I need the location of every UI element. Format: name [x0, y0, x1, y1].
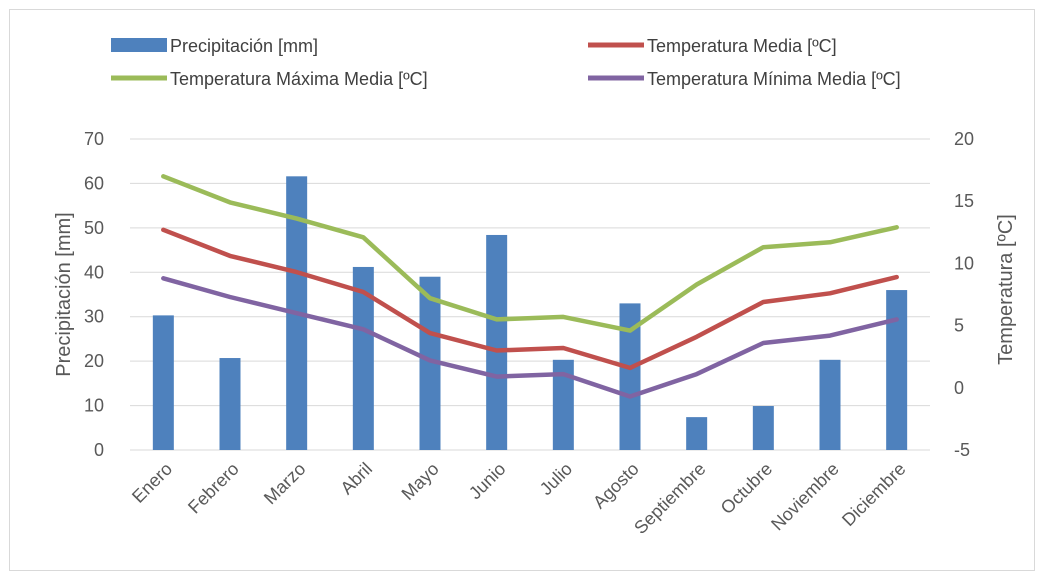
y-right-tick-label: 10 [954, 253, 974, 273]
x-category-label: Mayo [398, 459, 443, 504]
y-right-tick-label: 0 [954, 378, 964, 398]
legend-label: Temperatura Media [ºC] [647, 36, 837, 56]
y-left-tick-label: 10 [84, 396, 104, 416]
precip-bar [486, 234, 508, 450]
legend-label: Temperatura Máxima Media [ºC] [170, 69, 428, 89]
precip-bar [419, 276, 441, 450]
y-right-tick-label: 5 [954, 316, 964, 336]
x-category-label: Diciembre [838, 459, 909, 530]
precip-bar [219, 358, 241, 450]
precip-bar [152, 315, 174, 450]
precip-bar [619, 303, 641, 450]
y-left-tick-label: 30 [84, 307, 104, 327]
x-category-label: Enero [128, 459, 176, 507]
x-category-label: Noviembre [767, 459, 843, 535]
x-category-label: Febrero [184, 459, 243, 518]
temp-series-line-1 [161, 174, 899, 333]
y-left-tick-label: 70 [84, 129, 104, 149]
y-left-tick-label: 20 [84, 351, 104, 371]
temp-series-line-2 [161, 276, 899, 399]
precip-bar [886, 290, 908, 450]
y-left-axis-title: Precipitación [mm] [53, 212, 75, 377]
y-right-tick-label: -5 [954, 440, 970, 460]
precip-bar [552, 359, 574, 450]
precip-bar [752, 406, 774, 450]
x-category-label: Septiembre [630, 459, 709, 538]
x-category-label: Marzo [260, 459, 310, 509]
precip-bar [686, 417, 708, 450]
precip-bar [819, 359, 841, 450]
x-category-label: Agosto [589, 459, 643, 513]
y-right-axis-title: Temperatura [ºC] [995, 214, 1017, 365]
precip-bar [352, 266, 374, 450]
legend-swatch-bar [111, 38, 167, 52]
y-left-tick-label: 40 [84, 262, 104, 282]
x-category-label: Julio [536, 459, 576, 499]
y-left-tick-label: 50 [84, 218, 104, 238]
legend-label: Precipitación [mm] [170, 36, 318, 56]
y-right-tick-label: 20 [954, 129, 974, 149]
temp-series-line-0 [161, 227, 899, 371]
y-left-tick-label: 60 [84, 173, 104, 193]
legend-label: Temperatura Mínima Media [ºC] [647, 69, 901, 89]
x-category-label: Junio [465, 459, 510, 504]
x-category-label: Abril [337, 459, 377, 499]
chart-frame [9, 9, 1035, 571]
x-category-label: Octubre [717, 459, 776, 518]
y-left-tick-label: 0 [94, 440, 104, 460]
y-right-tick-label: 15 [954, 191, 974, 211]
